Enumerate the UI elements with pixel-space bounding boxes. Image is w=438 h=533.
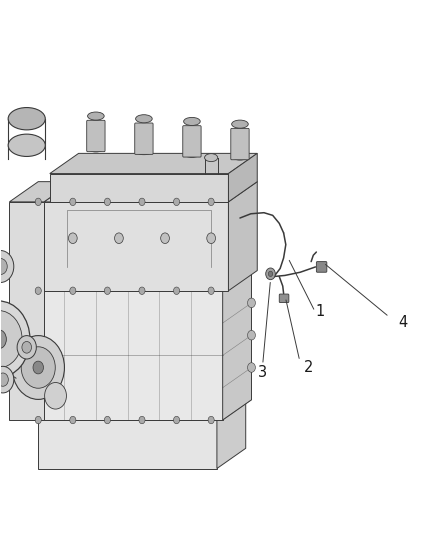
Circle shape [0, 373, 8, 386]
Ellipse shape [232, 152, 248, 160]
FancyBboxPatch shape [316, 262, 327, 272]
Polygon shape [44, 202, 229, 290]
Ellipse shape [184, 149, 200, 157]
Circle shape [35, 287, 41, 294]
Circle shape [45, 383, 67, 409]
Circle shape [173, 198, 180, 206]
Circle shape [104, 198, 110, 206]
Circle shape [208, 198, 214, 206]
Ellipse shape [136, 115, 152, 123]
FancyBboxPatch shape [279, 294, 289, 303]
Circle shape [70, 416, 76, 424]
Circle shape [247, 298, 255, 308]
Polygon shape [10, 202, 44, 420]
FancyBboxPatch shape [135, 123, 153, 155]
Ellipse shape [205, 154, 218, 161]
Circle shape [0, 301, 30, 377]
Text: 1: 1 [315, 304, 324, 319]
Circle shape [22, 342, 32, 353]
FancyBboxPatch shape [183, 126, 201, 157]
Circle shape [139, 287, 145, 294]
Polygon shape [10, 182, 73, 202]
Polygon shape [38, 420, 217, 469]
Circle shape [35, 198, 41, 206]
FancyBboxPatch shape [87, 120, 105, 152]
Circle shape [104, 416, 110, 424]
Polygon shape [44, 182, 257, 202]
Circle shape [208, 287, 214, 294]
Circle shape [12, 336, 64, 399]
Ellipse shape [8, 108, 45, 130]
Polygon shape [229, 182, 257, 290]
Circle shape [0, 251, 14, 282]
Text: 2: 2 [304, 360, 314, 375]
Ellipse shape [136, 147, 152, 155]
FancyBboxPatch shape [231, 128, 249, 160]
Circle shape [0, 311, 22, 368]
Polygon shape [32, 290, 223, 420]
Polygon shape [32, 271, 251, 290]
Circle shape [161, 233, 170, 244]
Circle shape [70, 287, 76, 294]
Polygon shape [50, 154, 257, 174]
Polygon shape [229, 154, 257, 202]
Circle shape [268, 271, 273, 277]
Ellipse shape [184, 117, 200, 125]
Ellipse shape [88, 144, 104, 152]
Polygon shape [217, 400, 246, 469]
Circle shape [0, 259, 7, 274]
Ellipse shape [88, 112, 104, 120]
Circle shape [139, 198, 145, 206]
Circle shape [35, 416, 41, 424]
Circle shape [0, 329, 7, 349]
Circle shape [247, 330, 255, 340]
Circle shape [173, 416, 180, 424]
Circle shape [208, 416, 214, 424]
Circle shape [115, 233, 123, 244]
Text: 4: 4 [398, 315, 407, 330]
Circle shape [33, 361, 43, 374]
Circle shape [139, 416, 145, 424]
Circle shape [17, 336, 36, 359]
Circle shape [104, 287, 110, 294]
Text: 3: 3 [258, 365, 268, 381]
Circle shape [68, 233, 77, 244]
Ellipse shape [232, 120, 248, 128]
Polygon shape [223, 271, 251, 420]
Circle shape [173, 287, 180, 294]
Circle shape [247, 363, 255, 372]
Circle shape [21, 347, 55, 388]
Circle shape [266, 268, 276, 280]
Ellipse shape [8, 134, 45, 157]
Circle shape [70, 198, 76, 206]
Circle shape [0, 366, 14, 393]
Circle shape [207, 233, 215, 244]
Polygon shape [50, 174, 229, 202]
Polygon shape [38, 400, 246, 420]
